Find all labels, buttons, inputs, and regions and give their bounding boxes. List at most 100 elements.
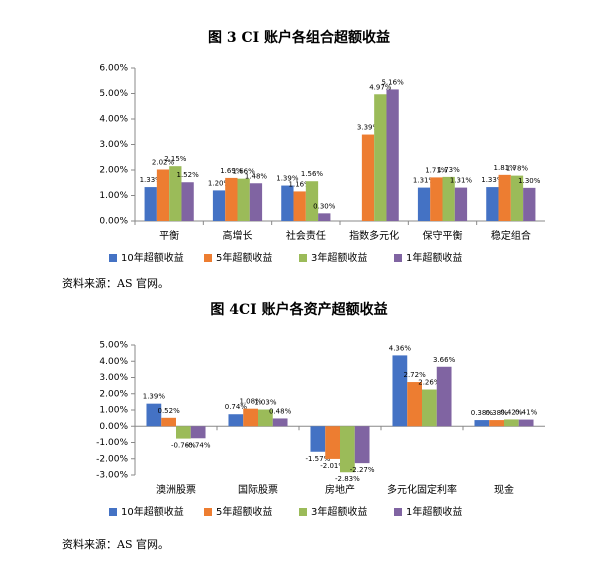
bar <box>146 403 162 427</box>
bar <box>486 187 499 221</box>
bar <box>510 175 524 221</box>
bar <box>417 187 431 221</box>
bar <box>272 418 288 427</box>
legend-label: 3年超额收益 <box>311 251 367 264</box>
value-label: 2.72% <box>403 371 426 379</box>
bar <box>454 187 468 221</box>
value-label: 0.42% <box>500 408 523 416</box>
value-label: 1.30% <box>518 177 541 185</box>
legend-swatch <box>394 254 402 262</box>
bar <box>310 426 326 452</box>
value-label: 3.39% <box>357 124 380 132</box>
x-tick-label: 国际股票 <box>238 484 278 496</box>
value-label: 1.08% <box>239 398 262 406</box>
legend-label: 5年超额收益 <box>216 251 272 264</box>
legend-label: 10年超额收益 <box>121 251 184 264</box>
value-label: 1.81% <box>494 164 517 172</box>
bar <box>318 213 331 221</box>
value-label: 4.36% <box>389 344 412 352</box>
legend-swatch <box>394 508 402 516</box>
bar <box>386 89 399 221</box>
bar <box>305 181 319 221</box>
bar <box>504 419 519 427</box>
y-tick-label: 4.00% <box>99 357 128 367</box>
legend-label: 3年超额收益 <box>311 505 367 518</box>
bar <box>474 420 490 427</box>
bar <box>156 169 170 221</box>
value-label: 0.38% <box>471 409 494 417</box>
bar <box>374 94 387 221</box>
value-label: -0.74% <box>186 441 211 449</box>
bar <box>407 382 422 427</box>
value-label: 0.38% <box>485 409 508 417</box>
bar <box>225 177 238 221</box>
y-tick-label: 0.00% <box>99 422 128 432</box>
value-label: 2.02% <box>152 158 175 166</box>
y-tick-label: 5.00% <box>99 341 128 351</box>
value-label: 2.26% <box>418 379 441 387</box>
x-tick-label: 指数多元化 <box>349 229 399 242</box>
y-tick-label: 6.00% <box>99 64 128 74</box>
legend-swatch <box>109 508 117 516</box>
value-label: 1.71% <box>425 166 448 174</box>
source-note: 资料来源：AS 官网。 <box>62 537 169 551</box>
value-label: 1.66% <box>233 168 256 176</box>
bar <box>243 408 258 427</box>
bar <box>293 191 306 221</box>
legend-label: 1年超额收益 <box>406 251 462 264</box>
bar <box>422 389 437 427</box>
x-tick-label: 社会责任 <box>286 229 326 242</box>
value-label: 1.31% <box>413 177 436 185</box>
legend-swatch <box>299 508 307 516</box>
legend-swatch <box>299 254 307 262</box>
bar <box>523 187 536 221</box>
value-label: 1.48% <box>245 172 268 180</box>
x-tick-label: 澳洲股票 <box>156 483 196 496</box>
legend-label: 1年超额收益 <box>406 505 462 518</box>
value-label: 1.78% <box>506 165 529 173</box>
value-label: 0.74% <box>225 403 248 411</box>
x-tick-label: 房地产 <box>325 483 355 496</box>
bar <box>281 185 294 221</box>
value-label: 0.41% <box>515 409 538 417</box>
bar <box>212 190 226 221</box>
chart-title: 图 3 CI 账户各组合超额收益 <box>208 29 390 46</box>
bar <box>489 420 504 427</box>
bar <box>361 134 375 221</box>
bar <box>144 187 157 221</box>
x-tick-label: 现金 <box>494 483 514 496</box>
x-tick-label: 平衡 <box>159 230 179 242</box>
bar <box>354 426 370 464</box>
bar <box>340 426 355 473</box>
bar <box>258 409 273 427</box>
bar <box>169 166 182 221</box>
bar <box>325 426 340 459</box>
value-label: -1.57% <box>305 455 330 463</box>
value-label: 1.39% <box>276 175 299 183</box>
y-tick-label: -3.00% <box>96 471 128 481</box>
value-label: 0.30% <box>313 202 336 210</box>
value-label: -2.01% <box>320 462 345 470</box>
value-label: 2.15% <box>164 155 187 163</box>
x-tick-label: 保守平衡 <box>423 229 463 242</box>
value-label: 1.33% <box>140 176 163 184</box>
legend-label: 10年超额收益 <box>121 505 184 518</box>
value-label: 1.73% <box>438 166 461 174</box>
y-tick-label: 4.00% <box>99 115 128 125</box>
value-label: 1.31% <box>450 177 473 185</box>
value-label: 1.52% <box>176 171 199 179</box>
bar <box>392 355 408 427</box>
bar <box>228 414 244 427</box>
value-label: 1.33% <box>481 176 504 184</box>
value-label: -2.83% <box>335 475 360 483</box>
value-label: -2.27% <box>350 466 375 474</box>
legend-swatch <box>204 254 212 262</box>
value-label: 1.03% <box>254 399 277 407</box>
y-tick-label: 2.00% <box>99 389 128 399</box>
value-label: 1.16% <box>289 180 312 188</box>
value-label: 1.39% <box>143 393 166 401</box>
bar <box>442 176 455 221</box>
value-label: 3.66% <box>433 356 456 364</box>
bar <box>190 426 206 439</box>
